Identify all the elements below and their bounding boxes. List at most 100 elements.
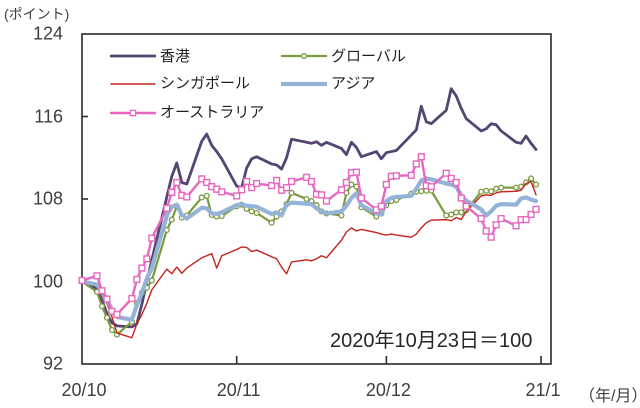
legend-item-アジア: アジア	[281, 74, 375, 94]
marker-circle	[303, 195, 310, 203]
marker-circle	[268, 219, 275, 226]
x-tick-label: 20/12	[365, 380, 411, 400]
y-tick-label: 124	[32, 23, 63, 44]
marker-square	[457, 194, 465, 202]
y-tick-label: 116	[34, 106, 63, 126]
marker-square	[143, 255, 151, 263]
marker-square	[342, 178, 351, 187]
marker-circle	[458, 209, 465, 216]
marker-circle	[448, 211, 455, 218]
marker-square	[218, 188, 226, 196]
legend-item-グローバル: グローバル	[281, 46, 406, 66]
marker-square	[248, 184, 256, 192]
marker-circle	[488, 188, 495, 195]
marker-circle	[253, 209, 260, 216]
marker-square	[427, 183, 435, 191]
marker-square	[243, 177, 251, 186]
marker-square	[527, 210, 535, 219]
legend-label: 香港	[160, 47, 191, 65]
y-tick-label: 108	[32, 188, 63, 209]
legend-sample-line	[110, 82, 156, 85]
marker-square	[492, 221, 500, 229]
marker-square	[173, 178, 181, 187]
marker-circle	[168, 216, 175, 223]
marker-square	[238, 186, 246, 194]
marker-circle	[288, 189, 295, 196]
marker-square	[307, 177, 316, 186]
marker-circle	[478, 188, 485, 195]
marker-square	[138, 264, 146, 272]
marker-circle	[493, 185, 500, 192]
legend-marker-square	[129, 109, 137, 116]
marker-square	[163, 204, 171, 212]
legend-label: グローバル	[331, 47, 406, 65]
legend-item-オーストラリア: オーストラリア	[110, 103, 264, 123]
series-シンガポール	[81, 180, 537, 339]
marker-square	[512, 222, 520, 230]
marker-circle	[443, 212, 450, 219]
legend-label: シンガポール	[160, 75, 251, 92]
marker-square	[287, 177, 296, 186]
legend-item-香港: 香港	[110, 46, 190, 66]
marker-square	[317, 191, 326, 199]
x-tick-label: 20/11	[216, 380, 261, 400]
marker-square	[352, 168, 361, 176]
legend-label: オーストラリア	[160, 104, 265, 121]
marker-circle	[198, 194, 205, 201]
marker-square	[452, 178, 460, 187]
marker-circle	[498, 184, 505, 191]
y-tick-label: 100	[32, 271, 63, 291]
marker-square	[447, 174, 455, 182]
marker-square	[482, 227, 490, 235]
marker-square	[203, 178, 211, 187]
marker-square	[267, 181, 276, 190]
base-date-annotation: 2020年10月23日＝100	[330, 330, 533, 352]
legend-item-シンガポール: シンガポール	[110, 74, 250, 94]
marker-circle	[103, 314, 110, 321]
marker-square	[302, 173, 311, 181]
marker-circle	[532, 181, 540, 188]
marker-circle	[148, 277, 155, 284]
marker-square	[487, 233, 495, 241]
marker-square	[133, 275, 141, 284]
marker-square	[477, 214, 485, 223]
marker-circle	[527, 175, 535, 182]
marker-square	[442, 169, 450, 177]
marker-square	[532, 205, 540, 213]
y-axis-unit-label: (ポイント)	[4, 6, 70, 22]
series-オーストラリア	[78, 153, 540, 319]
legend-sample-line	[110, 109, 156, 116]
marker-square	[522, 216, 530, 224]
x-tick-label: 21/1	[525, 380, 561, 400]
marker-circle	[418, 188, 425, 195]
marker-circle	[513, 184, 520, 191]
marker-circle	[98, 303, 106, 310]
marker-square	[417, 153, 425, 161]
marker-circle	[483, 187, 490, 194]
marker-square	[198, 175, 206, 183]
legend-label: アジア	[331, 75, 376, 92]
marker-square	[168, 188, 176, 196]
marker-circle	[108, 326, 115, 334]
marker-square	[103, 295, 111, 303]
marker-circle	[248, 208, 255, 215]
legend-sample-line	[281, 81, 327, 86]
marker-square	[372, 206, 380, 214]
legend-marker-circle	[301, 53, 307, 59]
x-tick-label: 20/10	[61, 380, 107, 400]
marker-square	[322, 197, 331, 205]
x-axis-unit-label: （年/月）	[579, 388, 640, 405]
y-tick-label: 92	[42, 353, 63, 374]
marker-square	[282, 184, 291, 192]
legend-sample-line	[281, 53, 327, 59]
marker-square	[78, 276, 86, 285]
marker-square	[233, 192, 241, 200]
marker-square	[93, 272, 101, 280]
marker-square	[497, 214, 505, 223]
marker-square	[128, 294, 136, 303]
marker-square	[357, 194, 366, 202]
marker-square	[382, 180, 390, 189]
marker-square	[272, 176, 281, 185]
marker-square	[377, 202, 385, 210]
